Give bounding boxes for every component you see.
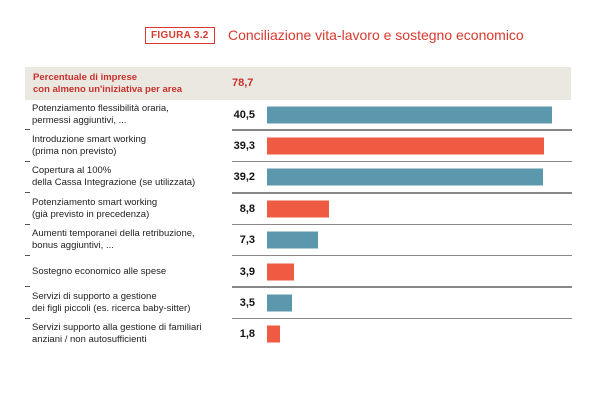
chart-title: Conciliazione vita-lavoro e sostegno eco…: [228, 27, 524, 43]
data-label: 39,2: [233, 171, 255, 184]
header-label-line1: Percentuale di imprese: [33, 72, 138, 83]
row-divider-tick: [25, 192, 30, 194]
bar-row: Introduzione smart working (prima non pre…: [0, 130, 600, 163]
category-label: Servizi di supporto a gestione dei figli …: [32, 291, 190, 315]
category-label-line: anziani / non autosufficienti: [32, 334, 147, 346]
category-label-line: Potenziamento flessibilità oraria,: [32, 102, 169, 114]
category-label: Potenziamento flessibilità oraria, permes…: [32, 103, 169, 127]
category-label-line: Potenziamento smart working: [32, 196, 158, 208]
data-label: 3,9: [239, 265, 255, 278]
category-label: Servizi supporto alla gestione di famili…: [32, 322, 202, 346]
row-divider-tick: [25, 223, 30, 225]
bar-row: Sostegno economico alle spese 3,9: [0, 256, 600, 288]
row-divider: [232, 317, 572, 320]
row-divider: [232, 286, 572, 288]
bar: [267, 168, 543, 186]
data-label: 39,3: [233, 139, 255, 152]
row-divider: [232, 192, 572, 194]
bar: [267, 294, 292, 312]
category-label-line: Aumenti temporanei della retribuzione,: [32, 228, 195, 240]
row-divider: [232, 254, 572, 257]
bar-row: Potenziamento smart working (già previsto…: [0, 193, 600, 226]
category-label: Aumenti temporanei della retribuzione, bo…: [32, 228, 195, 252]
row-divider: [232, 223, 572, 226]
category-label-line: dei figli piccoli (es. ricerca baby-sitt…: [32, 302, 191, 314]
category-label-line: Servizi di supporto a gestione: [32, 290, 157, 302]
bar: [267, 325, 280, 343]
category-label-line: (già previsto in precedenza): [32, 208, 150, 220]
bar: [267, 231, 319, 249]
figure-label: FIGURA 3.2: [145, 27, 215, 44]
header-row: Percentuale di imprese con almeno un'ini…: [25, 67, 571, 100]
bar-row: Potenziamento flessibilità oraria, permes…: [0, 99, 600, 131]
bar-row: Servizi supporto alla gestione di famili…: [0, 319, 600, 350]
bar: [267, 263, 295, 280]
category-label: Copertura al 100% della Cassa Integrazion…: [32, 165, 195, 189]
category-label: Potenziamento smart working (già previsto…: [32, 197, 157, 221]
row-divider-tick: [25, 129, 30, 131]
row-divider-tick: [25, 286, 30, 288]
bar: [267, 200, 329, 218]
header-label-line2: con almeno un'iniziativa per area: [33, 84, 183, 95]
category-label-line: permessi aggiuntivi, ...: [32, 114, 127, 126]
row-divider-tick: [25, 160, 30, 162]
bar-row: Servizi di supporto a gestione dei figli …: [0, 287, 600, 320]
bar-row: Aumenti temporanei della retribuzione, bo…: [0, 225, 600, 257]
data-label: 1,8: [239, 328, 255, 341]
data-label: 3,5: [239, 296, 255, 309]
row-divider: [232, 160, 572, 163]
category-label: Introduzione smart working (prima non pre…: [32, 134, 146, 158]
data-label: 7,3: [239, 234, 255, 247]
category-label: Sostegno economico alle spese: [32, 266, 166, 278]
category-label-line: Sostegno economico alle spese: [32, 265, 167, 277]
bar: [267, 137, 544, 155]
header-label: Percentuale di imprese con almeno un'ini…: [33, 72, 182, 96]
category-label-line: (prima non previsto): [32, 145, 117, 157]
category-label-line: Copertura al 100%: [32, 165, 112, 177]
bar: [267, 106, 553, 123]
category-label-line: della Cassa Integrazione (se utilizzata): [32, 177, 196, 189]
data-label: 40,5: [233, 108, 255, 121]
category-label-line: bonus aggiuntivi, ...: [32, 240, 114, 252]
category-label-line: Servizi supporto alla gestione di famili…: [32, 322, 202, 334]
data-label: 8,8: [239, 202, 255, 215]
bar-row: Copertura al 100% della Cassa Integrazion…: [0, 162, 600, 194]
row-divider-tick: [25, 254, 30, 256]
category-label-line: Introduzione smart working: [32, 133, 147, 145]
header-value: 78,7: [232, 77, 254, 89]
row-divider: [232, 129, 572, 131]
row-divider-tick: [25, 317, 30, 319]
